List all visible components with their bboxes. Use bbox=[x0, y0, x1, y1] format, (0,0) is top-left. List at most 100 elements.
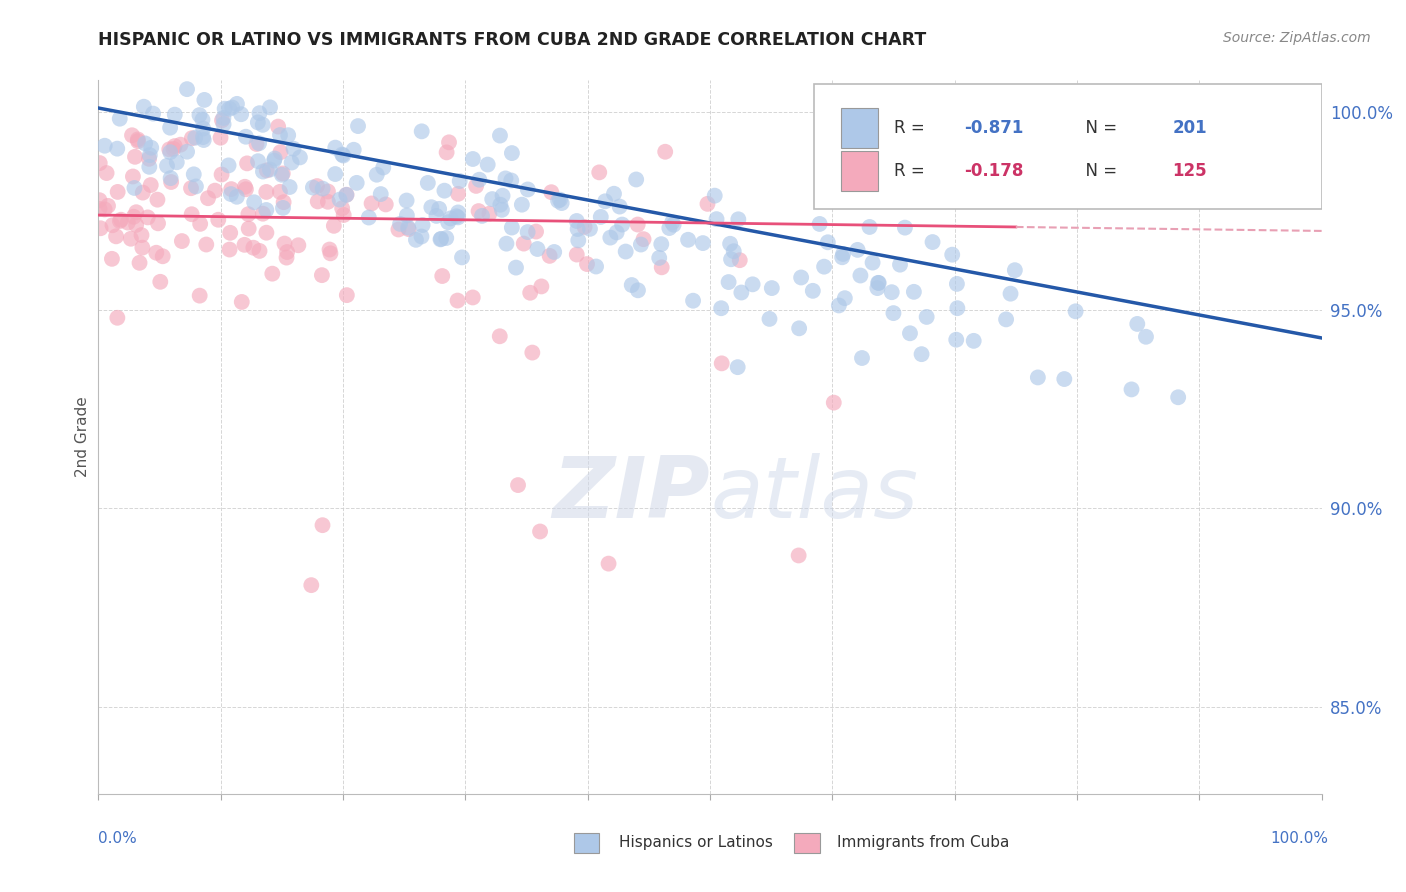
Point bbox=[139, 148, 162, 162]
Text: N =: N = bbox=[1074, 120, 1122, 137]
Point bbox=[467, 204, 489, 219]
Text: ZIP: ZIP bbox=[553, 452, 710, 536]
Point bbox=[176, 82, 198, 96]
Point bbox=[259, 100, 281, 114]
Point bbox=[180, 181, 202, 195]
Point bbox=[501, 146, 523, 161]
Point bbox=[156, 159, 179, 173]
Point bbox=[318, 243, 340, 257]
Point bbox=[302, 180, 325, 194]
Point bbox=[120, 232, 142, 246]
Point bbox=[330, 201, 353, 215]
Point bbox=[585, 260, 607, 274]
Point bbox=[276, 251, 298, 265]
Point bbox=[489, 197, 512, 211]
Point bbox=[903, 285, 925, 299]
Point bbox=[176, 145, 198, 159]
Point bbox=[703, 188, 725, 202]
Point bbox=[212, 117, 235, 131]
Point bbox=[727, 212, 749, 227]
Point bbox=[501, 220, 523, 235]
Bar bbox=[841, 109, 877, 148]
Point bbox=[256, 163, 278, 178]
Point bbox=[411, 124, 433, 138]
Point bbox=[849, 268, 872, 283]
Point bbox=[373, 161, 395, 175]
Point bbox=[245, 136, 267, 151]
Text: -0.871: -0.871 bbox=[965, 120, 1024, 137]
Point bbox=[846, 243, 869, 257]
Point bbox=[449, 174, 471, 188]
Point bbox=[263, 153, 285, 168]
Point bbox=[868, 276, 890, 290]
Text: Hispanics or Latinos: Hispanics or Latinos bbox=[619, 836, 772, 850]
Point bbox=[529, 524, 551, 539]
Text: 125: 125 bbox=[1173, 162, 1206, 180]
Point bbox=[100, 55, 122, 70]
Point bbox=[273, 236, 295, 251]
Point bbox=[598, 557, 620, 571]
Point bbox=[433, 184, 456, 198]
Point bbox=[650, 237, 672, 252]
Point bbox=[124, 150, 146, 164]
Point bbox=[648, 251, 671, 265]
Point bbox=[540, 185, 562, 199]
Point bbox=[131, 241, 153, 255]
Point bbox=[252, 118, 274, 132]
FancyBboxPatch shape bbox=[814, 84, 1322, 209]
Point bbox=[530, 279, 553, 293]
Point bbox=[191, 130, 214, 145]
Point bbox=[624, 172, 647, 186]
Point bbox=[263, 152, 285, 166]
Point bbox=[146, 216, 169, 230]
Point bbox=[247, 136, 270, 151]
Point bbox=[269, 185, 291, 199]
Point bbox=[139, 178, 162, 192]
Point bbox=[434, 231, 457, 245]
Point bbox=[233, 179, 256, 194]
Point bbox=[1121, 383, 1143, 397]
Point bbox=[193, 121, 215, 136]
Point bbox=[316, 194, 339, 209]
Point bbox=[322, 219, 344, 233]
Point bbox=[661, 215, 683, 229]
Point bbox=[396, 220, 419, 235]
Point bbox=[299, 578, 322, 592]
Point bbox=[491, 188, 513, 202]
Point bbox=[97, 199, 120, 213]
Point bbox=[336, 288, 359, 302]
Point bbox=[524, 225, 547, 239]
Point bbox=[614, 244, 637, 259]
Point bbox=[270, 168, 292, 182]
Point bbox=[141, 141, 163, 155]
Point bbox=[398, 222, 420, 236]
Point bbox=[609, 200, 631, 214]
Point bbox=[727, 360, 749, 375]
Point bbox=[790, 270, 813, 285]
Point bbox=[565, 214, 588, 228]
Point bbox=[225, 190, 247, 204]
Point bbox=[505, 260, 527, 275]
Point bbox=[710, 301, 733, 316]
Point bbox=[481, 192, 503, 206]
Point bbox=[366, 168, 388, 182]
Point bbox=[180, 131, 202, 145]
Point bbox=[132, 100, 155, 114]
Text: N =: N = bbox=[1074, 162, 1122, 180]
Point bbox=[259, 162, 281, 177]
Point bbox=[218, 102, 240, 116]
Point bbox=[451, 251, 474, 265]
Point bbox=[125, 205, 148, 219]
Point bbox=[412, 218, 434, 232]
Point bbox=[828, 298, 851, 312]
Point bbox=[127, 134, 149, 148]
Point bbox=[226, 96, 249, 111]
Point bbox=[429, 232, 451, 246]
Y-axis label: 2nd Grade: 2nd Grade bbox=[75, 397, 90, 477]
Point bbox=[276, 245, 298, 260]
Point bbox=[1135, 330, 1157, 344]
Point bbox=[516, 225, 538, 239]
Point bbox=[214, 102, 236, 116]
Point bbox=[411, 229, 433, 244]
Point bbox=[395, 194, 418, 208]
